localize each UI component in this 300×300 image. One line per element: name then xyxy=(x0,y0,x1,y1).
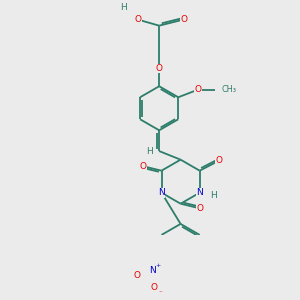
Text: O: O xyxy=(134,271,140,280)
Text: O: O xyxy=(139,162,146,171)
Text: O: O xyxy=(195,85,202,94)
Text: O: O xyxy=(180,15,187,24)
Text: O: O xyxy=(156,64,163,73)
Text: N: N xyxy=(158,188,165,197)
Text: O: O xyxy=(215,156,222,165)
Text: +: + xyxy=(155,263,160,268)
Text: O: O xyxy=(196,204,203,213)
Text: H: H xyxy=(210,191,217,200)
Text: O: O xyxy=(134,15,141,24)
Text: ⁻: ⁻ xyxy=(158,290,162,296)
Text: H: H xyxy=(121,3,128,12)
Text: O: O xyxy=(150,283,158,292)
Text: H: H xyxy=(146,147,153,156)
Text: N: N xyxy=(149,266,156,275)
Text: N: N xyxy=(196,188,203,197)
Text: CH₃: CH₃ xyxy=(222,85,237,94)
